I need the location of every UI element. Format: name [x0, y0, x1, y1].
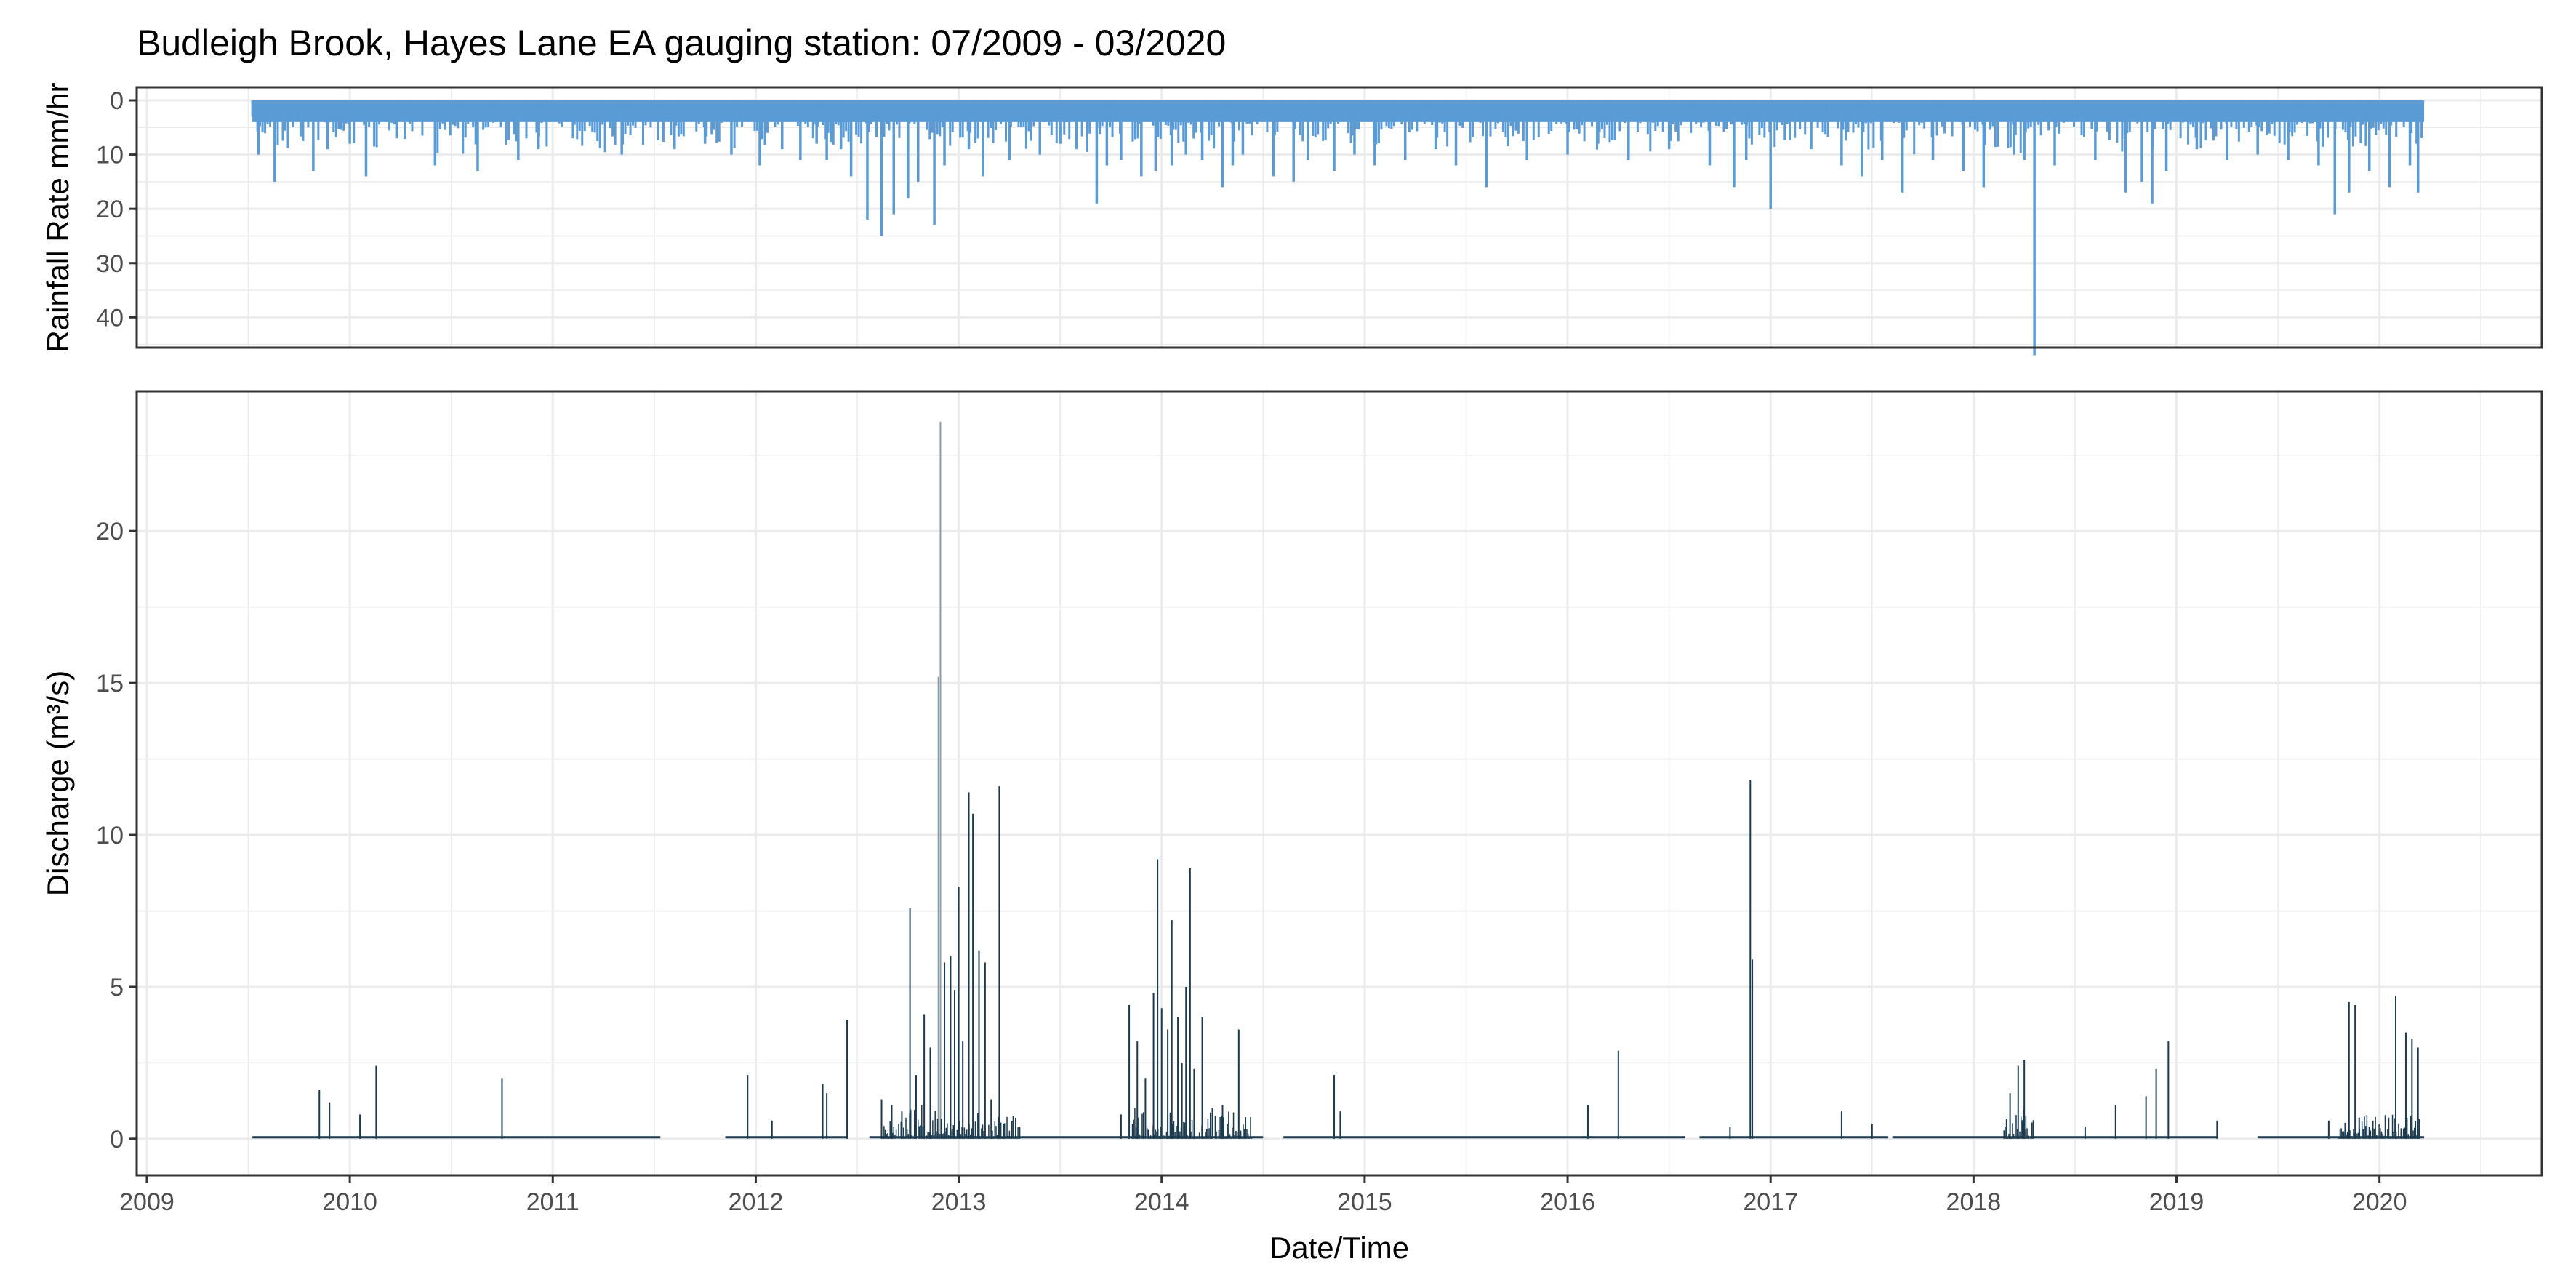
x-tick-label: 2009 [119, 1188, 174, 1216]
x-tick-label: 2013 [931, 1188, 987, 1216]
x-tick-label: 2016 [1540, 1188, 1595, 1216]
rainfall-y-tick-label: 30 [96, 250, 124, 278]
x-tick-label: 2011 [526, 1188, 579, 1216]
chart-title: Budleigh Brook, Hayes Lane EA gauging st… [137, 23, 1227, 63]
discharge-y-tick-label: 10 [96, 822, 124, 849]
rainfall-bars [251, 100, 2425, 356]
rainfall-y-tick-label: 40 [96, 304, 124, 332]
x-tick-label: 2010 [322, 1188, 377, 1216]
discharge-y-tick-label: 15 [96, 670, 124, 697]
rainfall-y-tick-label: 0 [110, 87, 124, 115]
discharge-panel-border [135, 390, 2543, 1177]
rainfall-y-axis-label: Rainfall Rate mm/hr [41, 82, 75, 352]
discharge-panel: 0 5 10 15 20 2009 2010 2011 2012 2013 2014 2015 201… [41, 390, 2543, 1265]
rainfall-y-tick-label: 20 [96, 196, 124, 223]
x-tick-label: 2015 [1337, 1188, 1392, 1216]
rainfall-y-tick-label: 10 [96, 142, 124, 169]
discharge-x-ticks: 2009 2010 2011 2012 2013 2014 2015 2016 2017 2018… [119, 1175, 2407, 1216]
x-tick-label: 2014 [1134, 1188, 1189, 1216]
discharge-grid [137, 391, 2542, 1175]
discharge-y-axis-label: Discharge (m³/s) [41, 671, 75, 896]
rainfall-y-ticks: 0 10 20 30 40 [96, 87, 137, 332]
x-tick-label: 2012 [729, 1188, 784, 1216]
x-tick-label: 2020 [2352, 1188, 2407, 1216]
x-tick-label: 2018 [1946, 1188, 2002, 1216]
rainfall-panel: 0 10 20 30 40 Rainfall Rate mm/hr [41, 82, 2543, 356]
discharge-y-ticks: 0 5 10 15 20 [96, 518, 137, 1153]
x-axis-label: Date/Time [1269, 1231, 1409, 1265]
x-tick-label: 2017 [1743, 1188, 1798, 1216]
discharge-spikes [318, 421, 2420, 1139]
discharge-y-tick-label: 5 [110, 974, 124, 1001]
rainfall-panel-border [135, 86, 2543, 349]
discharge-y-tick-label: 20 [96, 518, 124, 545]
discharge-y-tick-label: 0 [110, 1126, 124, 1153]
x-tick-label: 2019 [2149, 1188, 2204, 1216]
